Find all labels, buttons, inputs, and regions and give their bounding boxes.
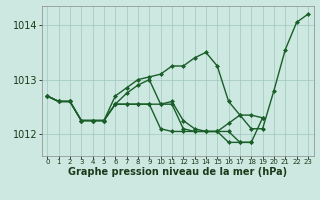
X-axis label: Graphe pression niveau de la mer (hPa): Graphe pression niveau de la mer (hPa) <box>68 167 287 177</box>
